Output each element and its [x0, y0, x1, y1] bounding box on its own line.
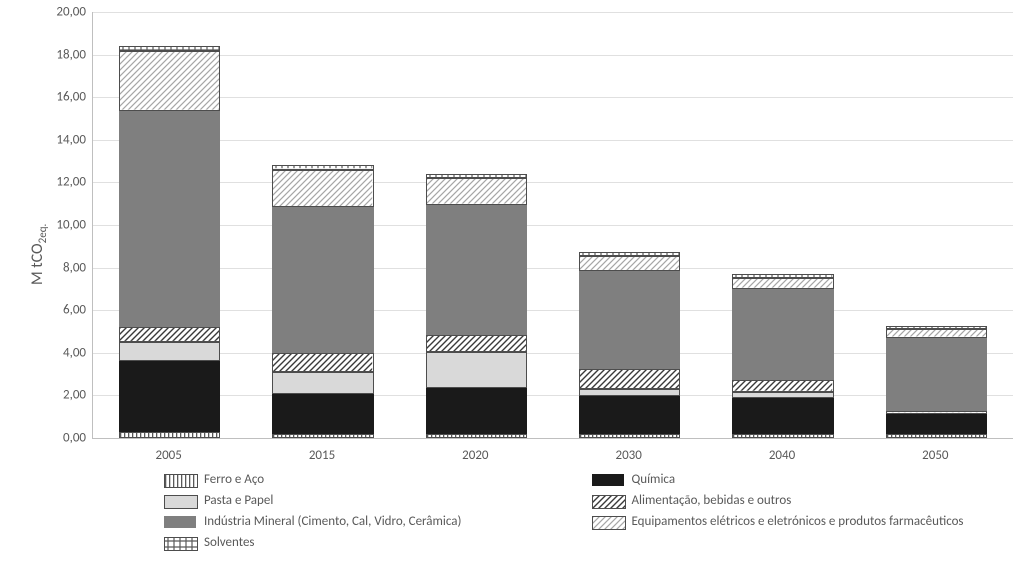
bar-segment-mineral [272, 207, 373, 353]
bar-segment-aliment [579, 369, 680, 389]
legend-item-pasta: Pasta e Papel [164, 493, 576, 508]
x-tick-label: 2020 [462, 448, 488, 463]
bar-segment-quimica [579, 396, 680, 433]
bar-segment-aliment [272, 353, 373, 372]
bar-segment-pasta [579, 389, 680, 396]
bar-segment-aliment [732, 380, 833, 392]
bar-segment-mineral [732, 289, 833, 381]
stacked-bar-chart: M tCO2eq. Ferro e Aço Química Pasta e Pape… [0, 0, 1023, 581]
bar-segment-mineral [886, 338, 987, 411]
bar-segment-ferro [886, 434, 987, 438]
legend-label: Equipamentos elétricos e eletrónicos e p… [632, 514, 964, 529]
legend-item-mineral: Indústria Mineral (Cimento, Cal, Vidro, … [164, 514, 576, 529]
y-tick-label: 6,00 [36, 303, 86, 318]
bar-segment-pasta [272, 372, 373, 394]
legend-label: Alimentação, bebidas e outros [632, 493, 792, 508]
bar-segment-aliment [119, 327, 220, 342]
legend-label: Indústria Mineral (Cimento, Cal, Vidro, … [204, 514, 461, 529]
bar-segment-ferro [272, 434, 373, 438]
bar-segment-equip [426, 178, 527, 205]
gridline [93, 225, 1013, 226]
bar-segment-solv [732, 274, 833, 278]
y-tick-label: 12,00 [36, 175, 86, 190]
legend-item-quimica: Química [592, 472, 1004, 487]
y-tick-label: 2,00 [36, 388, 86, 403]
bar-segment-ferro [579, 434, 680, 438]
bar-segment-solv [426, 174, 527, 178]
legend-item-aliment: Alimentação, bebidas e outros [592, 493, 1004, 508]
bar-segment-equip [886, 329, 987, 338]
legend-swatch [164, 474, 196, 486]
bar-segment-quimica [886, 414, 987, 434]
bar-segment-solv [119, 46, 220, 51]
bar-segment-ferro [119, 432, 220, 438]
bar-segment-equip [579, 256, 680, 271]
legend-item-solv: Solventes [164, 535, 576, 550]
legend-swatch [592, 516, 624, 528]
gridline [93, 268, 1013, 269]
bar-segment-solv [886, 326, 987, 329]
legend-label: Química [632, 472, 676, 487]
y-tick-label: 20,00 [36, 5, 86, 20]
gridline [93, 353, 1013, 354]
y-tick-label: 0,00 [36, 431, 86, 446]
bar-segment-quimica [119, 361, 220, 431]
gridline [93, 55, 1013, 56]
y-tick-label: 10,00 [36, 218, 86, 233]
bar-segment-pasta [732, 392, 833, 397]
bar-segment-equip [272, 170, 373, 207]
x-tick-label: 2050 [922, 448, 948, 463]
y-tick-label: 16,00 [36, 90, 86, 105]
y-axis-title: M tCO2eq. [28, 224, 49, 285]
gridline [93, 12, 1013, 13]
bar-segment-mineral [579, 271, 680, 369]
y-tick-label: 14,00 [36, 132, 86, 147]
y-tick-label: 8,00 [36, 260, 86, 275]
plot-area [92, 12, 1013, 439]
y-tick-label: 18,00 [36, 47, 86, 62]
bar-segment-pasta [426, 352, 527, 388]
legend-swatch [592, 495, 624, 507]
legend-label: Ferro e Aço [204, 472, 264, 487]
y-tick-label: 4,00 [36, 345, 86, 360]
bar-segment-pasta [119, 342, 220, 361]
legend-swatch [164, 537, 196, 549]
legend-label: Pasta e Papel [204, 493, 273, 508]
legend-item-ferro: Ferro e Aço [164, 472, 576, 487]
gridline [93, 97, 1013, 98]
gridline [93, 310, 1013, 311]
bar-segment-mineral [426, 205, 527, 335]
legend-swatch [592, 474, 624, 486]
bar-segment-ferro [732, 434, 833, 438]
bar-segment-ferro [426, 434, 527, 438]
bar-segment-equip [119, 51, 220, 111]
bar-segment-equip [732, 278, 833, 289]
bar-segment-quimica [426, 388, 527, 434]
bar-segment-aliment [426, 335, 527, 352]
bar-segment-quimica [732, 398, 833, 434]
legend: Ferro e Aço Química Pasta e Papel Alimentaç… [164, 472, 1003, 550]
bar-segment-aliment [886, 411, 987, 413]
x-tick-label: 2040 [769, 448, 795, 463]
bar-segment-quimica [272, 394, 373, 433]
x-tick-label: 2015 [309, 448, 335, 463]
x-tick-label: 2030 [615, 448, 641, 463]
legend-item-equip: Equipamentos elétricos e eletrónicos e p… [592, 514, 1004, 529]
x-tick-label: 2005 [155, 448, 181, 463]
legend-swatch [164, 495, 196, 507]
bar-segment-solv [579, 252, 680, 256]
gridline [93, 395, 1013, 396]
gridline [93, 182, 1013, 183]
bar-segment-mineral [119, 111, 220, 327]
gridline [93, 140, 1013, 141]
legend-swatch [164, 516, 196, 528]
bar-segment-solv [272, 165, 373, 169]
legend-label: Solventes [204, 535, 255, 550]
